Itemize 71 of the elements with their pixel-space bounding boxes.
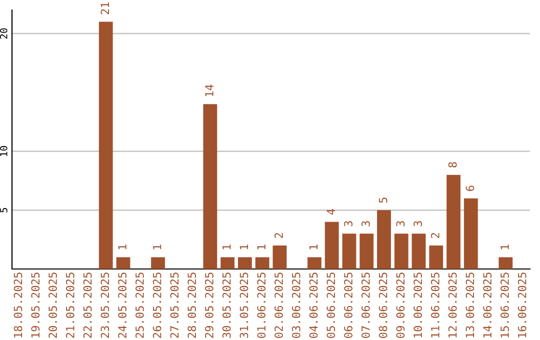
x-tick-label: 08.06.2025 (378, 272, 388, 338)
x-tick-label: 14.06.2025 (483, 272, 492, 338)
bar (360, 234, 374, 269)
x-tick-label: 03.06.2025 (292, 272, 300, 338)
bar (446, 174, 460, 269)
x-tick-label: 07.06.2025 (361, 272, 370, 338)
y-tick-label: 5 (0, 208, 8, 212)
data-label: 21 (100, 2, 109, 14)
bar (98, 22, 113, 269)
x-tick-label: 30.05.2025 (222, 272, 231, 338)
bar (151, 257, 165, 269)
data-label: 1 (257, 244, 266, 250)
data-label: 1 (500, 244, 509, 250)
data-label: 3 (396, 221, 405, 226)
x-tick-label: 26.05.2025 (152, 272, 162, 338)
x-tick-label: 16.06.2025 (518, 272, 526, 338)
data-label: 2 (430, 233, 440, 238)
y-tick-label: 10 (0, 146, 8, 156)
bar (308, 257, 322, 269)
bar (412, 234, 426, 269)
x-tick-label: 27.05.2025 (170, 272, 179, 338)
bar (255, 257, 270, 269)
data-label: 3 (344, 221, 352, 226)
x-tick-label: 24.05.2025 (118, 272, 126, 338)
data-label: 3 (361, 221, 370, 226)
bar (464, 198, 478, 269)
x-tick-label: 04.06.2025 (309, 272, 318, 338)
bar (324, 222, 339, 269)
data-label: 3 (414, 221, 422, 226)
bar (342, 234, 356, 269)
x-tick-label: 12.06.2025 (448, 272, 457, 338)
x-tick-label: 29.05.2025 (205, 272, 214, 338)
data-label: 1 (222, 244, 231, 250)
bar (220, 257, 234, 269)
bar (238, 257, 252, 269)
data-label: 6 (466, 186, 474, 191)
bar (272, 245, 287, 269)
bar (377, 210, 391, 269)
data-label: 1 (153, 244, 162, 250)
x-tick-label: 05.06.2025 (326, 272, 336, 338)
x-tick-label: 20.05.2025 (48, 272, 57, 338)
data-label: 1 (309, 244, 318, 250)
x-tick-label: 19.05.2025 (31, 272, 40, 338)
data-label: 1 (118, 244, 126, 250)
x-tick-label: 15.06.2025 (500, 272, 509, 338)
x-tick-label: 10.06.2025 (414, 272, 422, 338)
x-tick-label: 06.06.2025 (344, 272, 352, 338)
x-tick-label: 18.05.2025 (14, 272, 22, 338)
x-tick-label: 23.05.2025 (100, 272, 110, 338)
data-label: 2 (274, 233, 283, 238)
x-tick-label: 31.05.2025 (240, 272, 248, 338)
y-tick-label: 20 (0, 28, 8, 39)
bar (203, 104, 218, 269)
bar (429, 245, 444, 269)
x-tick-label: 22.05.2025 (83, 272, 92, 338)
x-tick-label: 21.05.2025 (66, 272, 74, 338)
data-label: 5 (378, 198, 388, 203)
data-label: 4 (326, 209, 335, 215)
data-label: 14 (205, 84, 214, 96)
x-tick-label: 02.06.2025 (274, 272, 283, 338)
x-tick-label: 13.06.2025 (466, 272, 474, 338)
data-label: 1 (240, 244, 248, 250)
x-tick-label: 28.05.2025 (188, 272, 196, 338)
bar (116, 257, 130, 269)
bar (498, 257, 513, 269)
x-tick-label: 09.06.2025 (396, 272, 405, 338)
x-tick-label: 01.06.2025 (257, 272, 266, 338)
x-tick-label: 11.06.2025 (430, 272, 440, 338)
bar (394, 234, 408, 269)
data-label: 8 (448, 162, 457, 168)
x-tick-label: 25.05.2025 (135, 272, 144, 338)
